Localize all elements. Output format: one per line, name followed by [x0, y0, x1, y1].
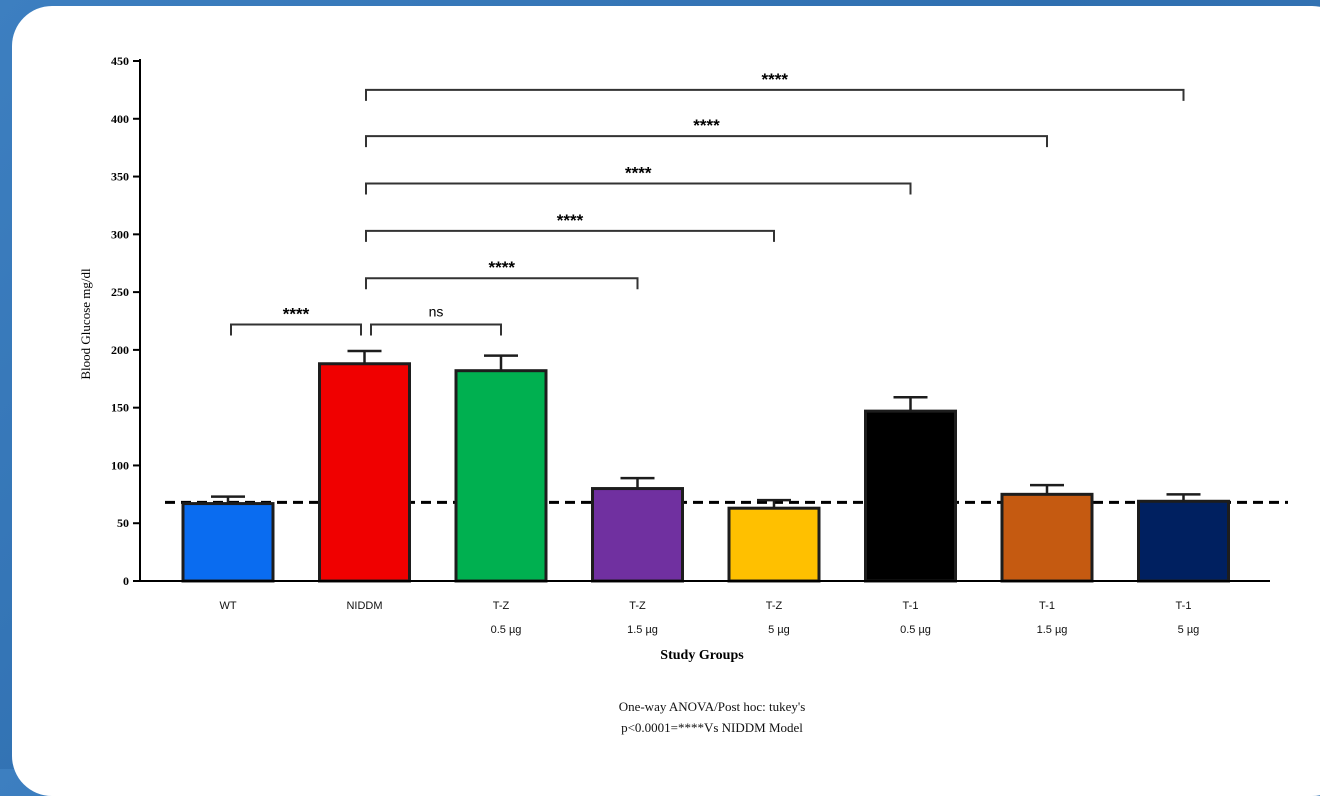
significance-bracket-3 — [365, 229, 775, 242]
x-tick-label-7: T-1 — [1176, 600, 1192, 612]
y-tick-label-0: 0 — [123, 574, 129, 588]
bar-2 — [454, 369, 548, 583]
x-tick-label-2: T-Z — [493, 600, 510, 612]
x-tick-label-4-dose: 5 µg — [768, 624, 790, 636]
significance-bracket-6 — [365, 88, 1185, 101]
significance-label-4: **** — [625, 163, 652, 182]
significance-label-3: **** — [557, 211, 584, 230]
significance-label-2: **** — [489, 258, 516, 277]
y-tick-label-100: 100 — [111, 458, 129, 472]
footnote-line-1: One-way ANOVA/Post hoc: tukey's — [619, 699, 806, 714]
significance-label-0: **** — [283, 304, 310, 323]
significance-bracket-4 — [365, 182, 912, 195]
y-tick-label-350: 350 — [111, 170, 129, 184]
y-axis-title: Blood Glucose mg/dl — [78, 268, 93, 380]
x-tick-label-6: T-1 — [1039, 600, 1055, 612]
y-tick-label-450: 450 — [111, 54, 129, 68]
x-tick-label-2-dose: 0.5 µg — [491, 624, 522, 636]
bar-3 — [591, 487, 684, 583]
x-tick-label-4: T-Z — [766, 600, 783, 612]
x-tick-label-5-dose: 0.5 µg — [900, 624, 931, 636]
x-axis-title: Study Groups — [660, 648, 744, 663]
x-tick-label-5: T-1 — [903, 600, 919, 612]
bar-1 — [318, 362, 411, 583]
y-tick-label-400: 400 — [111, 112, 129, 126]
significance-bracket-0 — [230, 323, 362, 336]
y-tick-label-150: 150 — [111, 401, 129, 415]
bar-0 — [181, 502, 275, 583]
bar-4 — [727, 506, 821, 583]
x-tick-label-0: WT — [219, 600, 236, 612]
footnote-line-2: p<0.0001=****Vs NIDDM Model — [621, 720, 803, 735]
y-tick-label-50: 50 — [117, 516, 129, 530]
y-tick-label-200: 200 — [111, 343, 129, 357]
y-tick-label-250: 250 — [111, 285, 129, 299]
x-tick-label-6-dose: 1.5 µg — [1037, 624, 1068, 636]
bar-7 — [1137, 499, 1230, 583]
significance-label-1: ns — [429, 303, 444, 319]
significance-bracket-1 — [370, 323, 502, 336]
x-tick-label-1: NIDDM — [346, 600, 382, 612]
x-tick-label-7-dose: 5 µg — [1178, 624, 1200, 636]
significance-bracket-2 — [365, 277, 639, 290]
y-tick-label-300: 300 — [111, 227, 129, 241]
bar-6 — [1000, 492, 1094, 583]
x-tick-label-3: T-Z — [629, 600, 646, 612]
bar-chart: 0 50 100 150 200 250 300 350 400 450 WT NIDDM T-Z 0.5… — [78, 54, 1288, 735]
significance-label-6: **** — [762, 70, 789, 89]
bar-5 — [864, 409, 957, 583]
x-tick-label-3-dose: 1.5 µg — [627, 624, 658, 636]
significance-label-5: **** — [693, 116, 720, 135]
significance-bracket-5 — [365, 135, 1048, 148]
chart-card: 0 50 100 150 200 250 300 350 400 450 WT NIDDM T-Z 0.5… — [12, 6, 1320, 796]
